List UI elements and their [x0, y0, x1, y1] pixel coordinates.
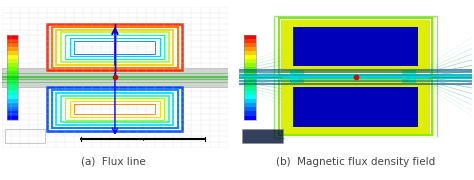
Bar: [244, 111, 255, 116]
Bar: [244, 63, 255, 67]
Bar: [7, 107, 18, 111]
Bar: [293, 27, 418, 66]
Bar: [7, 91, 18, 95]
Bar: [65, 98, 164, 120]
Bar: [47, 24, 182, 70]
Bar: [7, 83, 18, 87]
Bar: [281, 66, 430, 73]
Bar: [7, 59, 18, 63]
Bar: [74, 41, 155, 53]
Bar: [242, 129, 283, 143]
Bar: [418, 80, 430, 134]
Bar: [7, 115, 18, 120]
Bar: [244, 79, 255, 83]
Bar: [291, 70, 298, 83]
Bar: [7, 39, 18, 43]
Bar: [74, 104, 155, 114]
Bar: [244, 75, 255, 79]
Bar: [244, 107, 255, 111]
Bar: [274, 16, 437, 77]
Bar: [70, 38, 160, 56]
Bar: [293, 87, 418, 127]
Bar: [244, 71, 255, 75]
Bar: [7, 63, 18, 67]
Bar: [244, 47, 255, 51]
Bar: [7, 111, 18, 116]
Bar: [244, 35, 255, 39]
Bar: [244, 43, 255, 47]
Bar: [7, 71, 18, 75]
Bar: [7, 55, 18, 59]
Bar: [279, 18, 432, 75]
Bar: [52, 27, 178, 68]
Bar: [7, 67, 18, 71]
Bar: [7, 35, 18, 120]
Bar: [281, 80, 430, 87]
Bar: [244, 87, 255, 91]
Bar: [244, 59, 255, 63]
Bar: [279, 79, 432, 135]
Bar: [2, 68, 228, 87]
Bar: [5, 129, 45, 143]
Text: (b)  Magnetic flux density field: (b) Magnetic flux density field: [276, 157, 435, 167]
Bar: [418, 20, 430, 73]
Bar: [244, 39, 255, 43]
Bar: [274, 76, 437, 138]
Bar: [281, 127, 430, 134]
Bar: [244, 95, 255, 100]
Bar: [244, 51, 255, 55]
Bar: [56, 93, 173, 125]
Bar: [47, 87, 182, 131]
Bar: [244, 55, 255, 59]
Bar: [298, 70, 304, 83]
Bar: [7, 47, 18, 51]
Bar: [70, 101, 160, 117]
Bar: [7, 99, 18, 103]
Bar: [52, 90, 178, 128]
Bar: [281, 20, 293, 73]
Bar: [65, 35, 164, 59]
Bar: [7, 75, 18, 79]
Bar: [244, 91, 255, 95]
Bar: [409, 70, 416, 83]
Text: (a)  Flux line: (a) Flux line: [82, 157, 146, 167]
Bar: [61, 96, 169, 122]
Bar: [56, 30, 173, 65]
Bar: [244, 99, 255, 103]
Bar: [281, 20, 430, 27]
Bar: [244, 35, 255, 120]
Bar: [244, 67, 255, 71]
Bar: [7, 51, 18, 55]
Bar: [402, 70, 409, 83]
Bar: [244, 83, 255, 87]
Bar: [61, 32, 169, 62]
Bar: [7, 103, 18, 107]
Bar: [7, 43, 18, 47]
Bar: [7, 95, 18, 100]
Bar: [244, 115, 255, 120]
Bar: [7, 79, 18, 83]
Bar: [7, 35, 18, 39]
Bar: [7, 87, 18, 91]
Bar: [281, 80, 293, 134]
Bar: [244, 103, 255, 107]
